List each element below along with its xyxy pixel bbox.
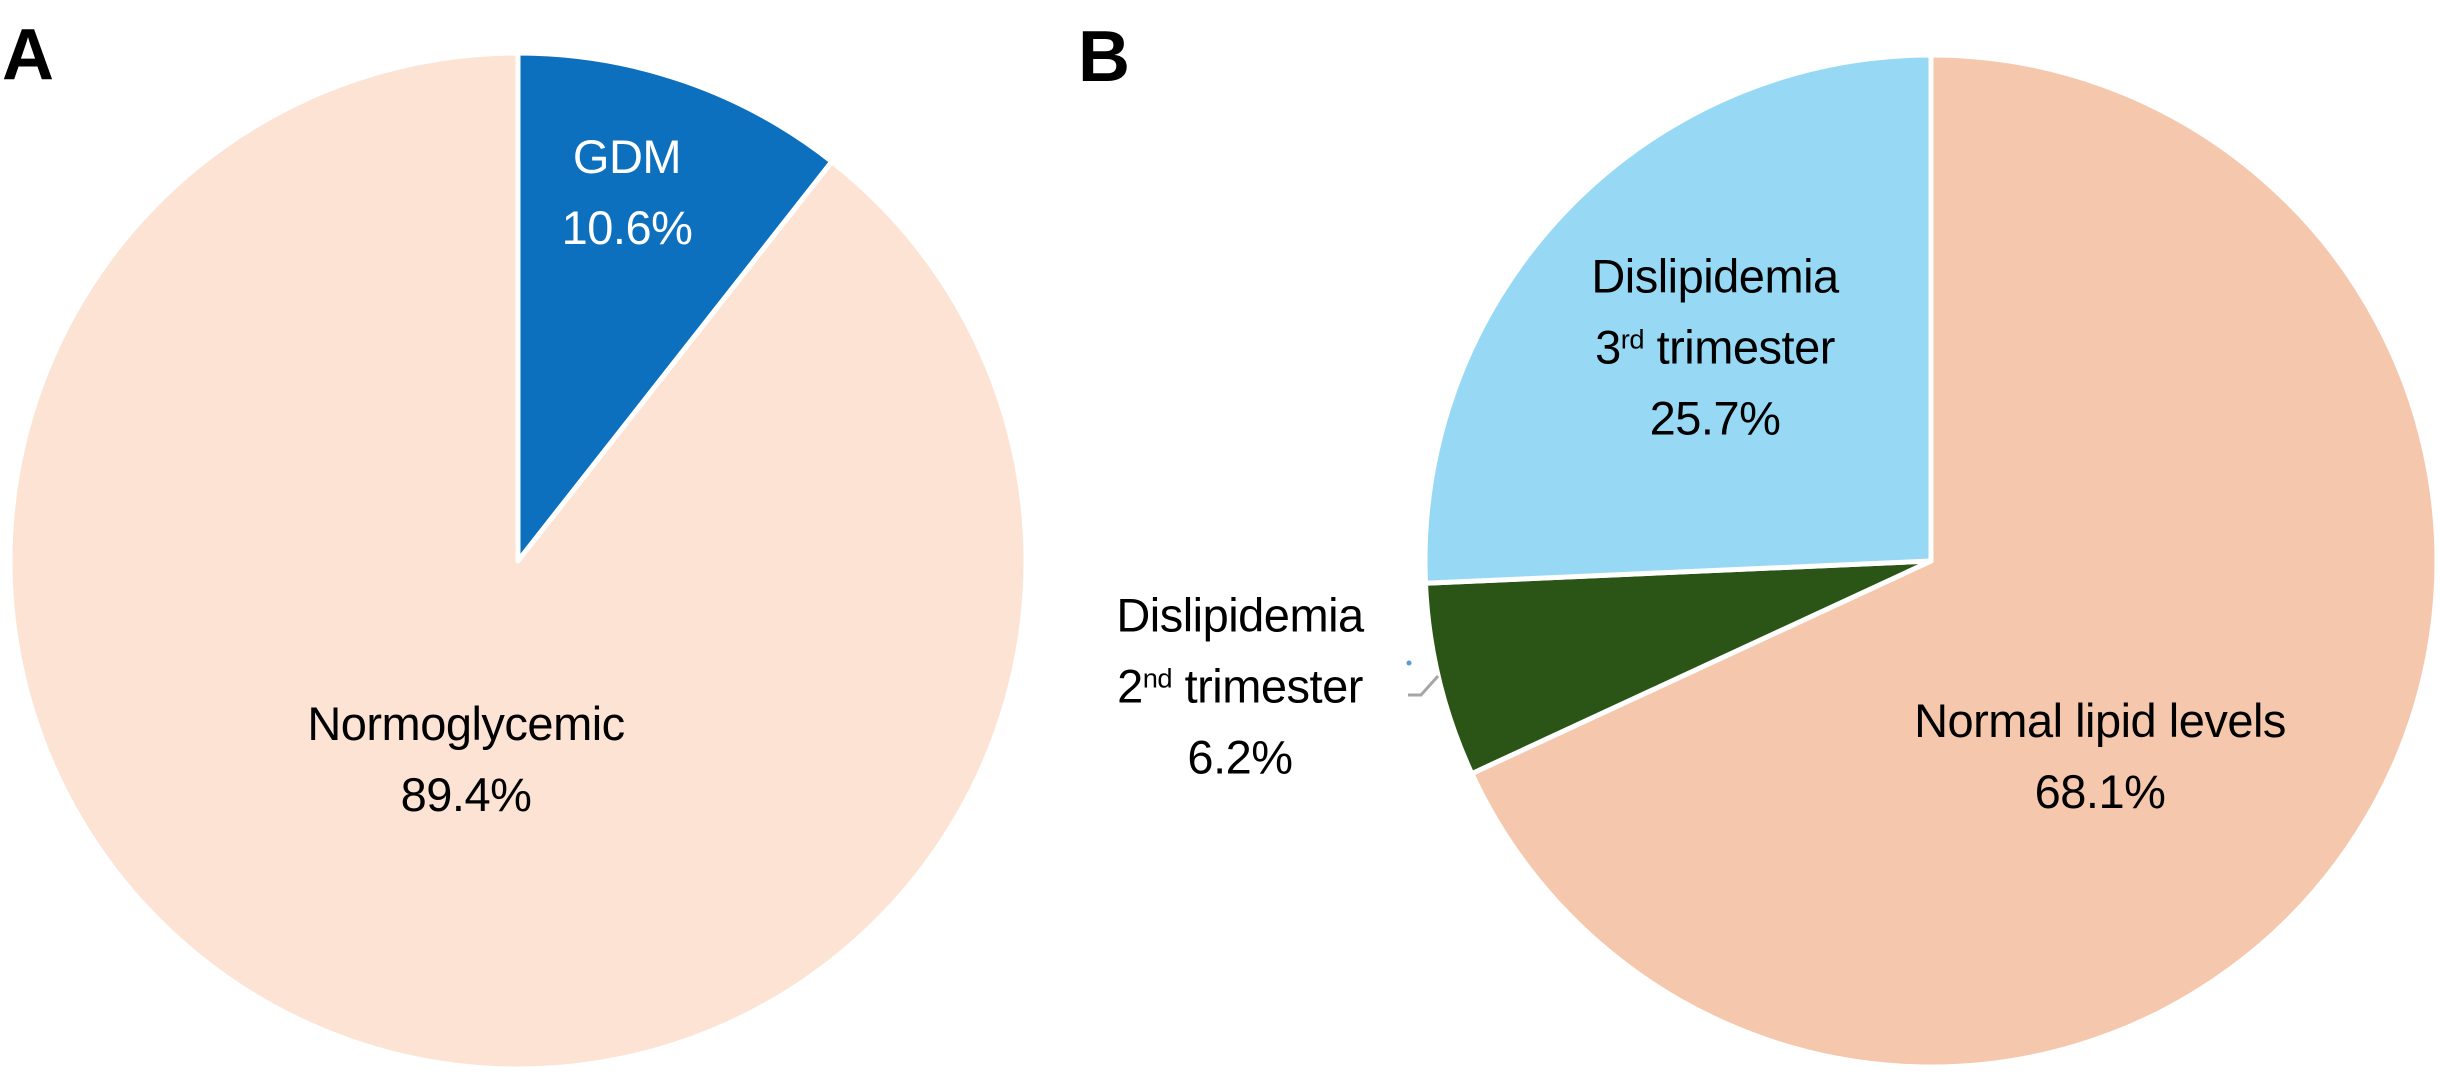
panel-a-letter: A bbox=[2, 15, 54, 95]
pie-b-slice-dislipidemia-2nd-trimester bbox=[1423, 558, 1934, 777]
pie-b-slice-dislipidemia-3rd-trimester bbox=[1422, 52, 1934, 586]
pie-b-slice-normal-lipid-levels bbox=[1469, 52, 2440, 1070]
panel-b-letter: B bbox=[1078, 17, 1130, 97]
pie-b-leader-dot-dislipidemia-2nd-trimester bbox=[1406, 660, 1412, 666]
pie-a-slice-normoglycemic bbox=[7, 50, 1029, 1072]
pie-b-leader-line-dislipidemia-2nd-trimester bbox=[1408, 674, 1440, 697]
pie-a-slice-gdm bbox=[515, 50, 835, 564]
